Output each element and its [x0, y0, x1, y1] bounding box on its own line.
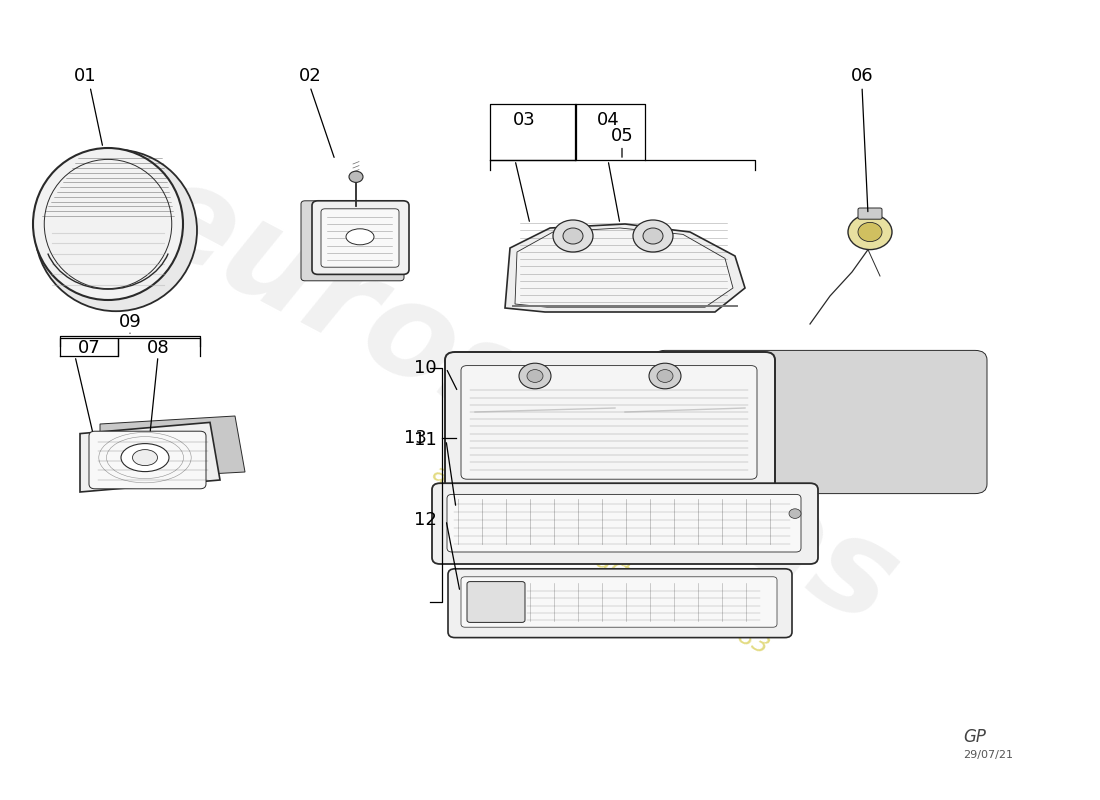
Ellipse shape — [346, 229, 374, 245]
Text: 12: 12 — [414, 511, 437, 529]
FancyBboxPatch shape — [468, 582, 525, 622]
Text: 02: 02 — [298, 67, 321, 85]
Text: 29/07/21: 29/07/21 — [962, 750, 1013, 760]
Circle shape — [553, 220, 593, 252]
Text: 06: 06 — [850, 67, 873, 85]
Text: 13: 13 — [404, 430, 427, 447]
Text: GP: GP — [964, 728, 987, 746]
FancyBboxPatch shape — [447, 494, 801, 552]
Polygon shape — [80, 422, 220, 492]
Circle shape — [848, 214, 892, 250]
FancyBboxPatch shape — [312, 201, 409, 274]
Polygon shape — [100, 416, 245, 480]
Text: eurospares: eurospares — [122, 148, 918, 652]
Circle shape — [657, 370, 673, 382]
Circle shape — [519, 363, 551, 389]
FancyBboxPatch shape — [446, 352, 776, 492]
Circle shape — [527, 370, 543, 382]
Polygon shape — [515, 228, 733, 307]
Ellipse shape — [35, 150, 197, 311]
FancyBboxPatch shape — [461, 577, 777, 627]
Text: 10: 10 — [414, 359, 437, 377]
FancyBboxPatch shape — [653, 350, 987, 494]
Text: 11: 11 — [414, 431, 437, 449]
Circle shape — [632, 220, 673, 252]
Circle shape — [349, 171, 363, 182]
Circle shape — [563, 228, 583, 244]
Ellipse shape — [132, 450, 157, 466]
Circle shape — [644, 228, 663, 244]
Text: 08: 08 — [146, 339, 169, 357]
Circle shape — [649, 363, 681, 389]
Text: 09: 09 — [119, 313, 142, 330]
Circle shape — [858, 222, 882, 242]
Polygon shape — [505, 224, 745, 312]
FancyBboxPatch shape — [301, 201, 404, 281]
Text: 07: 07 — [78, 339, 100, 357]
Ellipse shape — [33, 148, 183, 300]
FancyBboxPatch shape — [858, 208, 882, 219]
Text: 01: 01 — [74, 67, 97, 85]
FancyBboxPatch shape — [432, 483, 818, 564]
FancyBboxPatch shape — [461, 366, 757, 479]
Text: 04: 04 — [596, 111, 619, 129]
Text: 03: 03 — [513, 111, 536, 129]
Circle shape — [789, 509, 801, 518]
Ellipse shape — [121, 443, 169, 472]
FancyBboxPatch shape — [89, 431, 206, 489]
FancyBboxPatch shape — [321, 209, 399, 267]
Text: a passion for parts since 1983: a passion for parts since 1983 — [428, 461, 772, 659]
FancyBboxPatch shape — [448, 569, 792, 638]
Text: 05: 05 — [610, 127, 634, 145]
